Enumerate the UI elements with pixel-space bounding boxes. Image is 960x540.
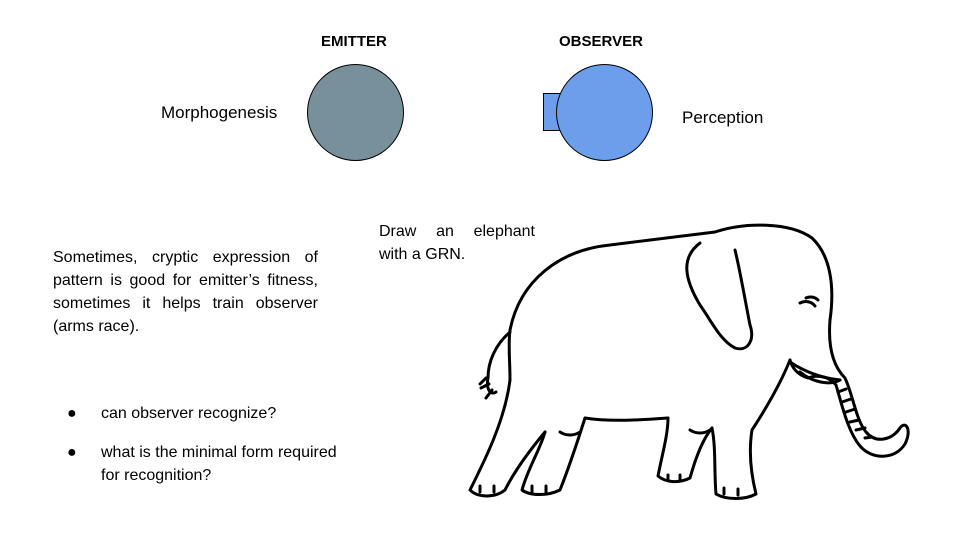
emitter-circle	[307, 64, 404, 161]
bullet-dot: ●	[67, 444, 77, 461]
question-list: ● can observer recognize? ● what is the …	[53, 402, 353, 503]
bullet-text: can observer recognize?	[101, 405, 277, 422]
description-paragraph: Sometimes, cryptic expression of pattern…	[53, 249, 318, 335]
observer-heading: OBSERVER	[559, 33, 643, 50]
list-item: ● can observer recognize?	[53, 402, 353, 425]
elephant-caption: Draw an elephant with a GRN.	[379, 223, 535, 263]
emitter-heading: EMITTER	[321, 33, 387, 50]
bullet-text: what is the minimal form required for re…	[101, 444, 337, 484]
observer-circle	[556, 64, 653, 161]
emitter-label: Morphogenesis	[161, 103, 278, 122]
observer-label: Perception	[682, 108, 764, 127]
elephant-icon	[468, 223, 910, 500]
bullet-dot: ●	[67, 405, 77, 422]
list-item: ● what is the minimal form required for …	[53, 441, 353, 487]
